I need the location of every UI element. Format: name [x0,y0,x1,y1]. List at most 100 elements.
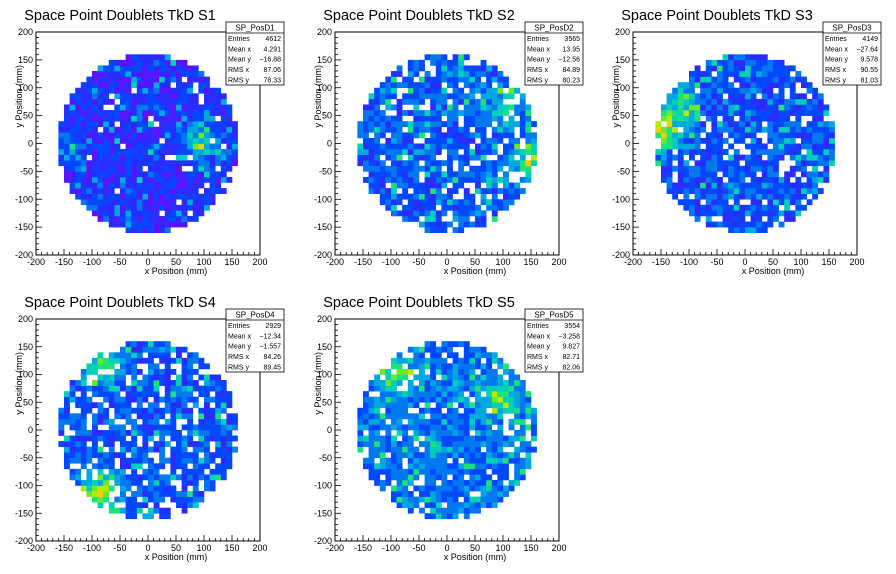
heatmap-bin [64,446,70,453]
heatmap-bin [789,132,796,139]
y-tick-label: -50 [20,453,33,463]
heatmap-bin [125,418,132,425]
heatmap-bin [69,446,76,453]
heatmap-bin [164,204,171,211]
heatmap-bin [159,221,166,228]
stats-value: 2929 [265,323,281,330]
heatmap-bin [170,380,177,386]
heatmap-bin [204,374,210,381]
heatmap-bin [666,126,673,133]
heatmap-bin [385,82,392,89]
heatmap-bin [491,496,498,503]
heatmap-bin [756,137,763,144]
x-tick-label: 150 [523,257,538,267]
y-tick-label: -100 [314,481,332,491]
heatmap-bin [508,115,515,122]
heatmap-bin [452,137,459,144]
heatmap-bin [801,160,807,167]
heatmap-bin [86,474,93,481]
heatmap-bin [419,204,425,211]
heatmap-bin [120,413,126,420]
heatmap-bin [497,374,504,381]
heatmap-bin [86,193,93,200]
heatmap-bin [458,413,465,420]
heatmap-bin [452,65,459,72]
heatmap-bin [503,76,509,83]
heatmap-bin [114,65,121,72]
heatmap-bin [131,368,138,375]
heatmap-bin [767,188,774,194]
heatmap-bin [789,87,796,94]
heatmap-bin [717,65,723,72]
heatmap-bin [435,215,442,222]
heatmap-bin [153,352,160,359]
heatmap-bin [192,385,199,392]
heatmap-bin [424,137,431,144]
heatmap-bin [181,424,188,431]
heatmap-bin [396,104,403,111]
heatmap-bin [176,154,182,161]
heatmap-bin [385,396,392,403]
heatmap-bin [739,132,746,139]
heatmap-bin [503,126,509,133]
heatmap-bin [491,193,498,200]
heatmap-bin [368,188,375,194]
heatmap-bin [176,441,182,447]
heatmap-bin [136,59,143,66]
heatmap-bin [125,352,132,359]
stats-label: Mean x [228,46,251,53]
heatmap-bin [812,104,819,111]
heatmap-bin [125,165,132,172]
heatmap-bin [64,115,70,122]
heatmap-bin [711,188,718,194]
heatmap-bin [817,171,824,178]
heatmap-bin [181,496,188,503]
heatmap-bin [64,171,70,178]
heatmap-bin [419,93,425,100]
heatmap-bin [801,193,807,200]
x-tick-label: -150 [652,257,670,267]
heatmap-bin [402,441,409,447]
heatmap-bin [198,357,205,364]
heatmap-bin [711,193,718,200]
heatmap-bin [767,149,774,155]
heatmap-bin [503,199,509,206]
heatmap-bin [441,496,448,503]
heatmap-bin [469,402,476,409]
heatmap-bin [114,160,121,167]
heatmap-bin [795,93,802,100]
heatmap-bin [374,110,381,116]
heatmap-bin [374,407,381,414]
heatmap-bin [773,182,779,189]
heatmap-bin [164,143,171,150]
heatmap-bin [463,76,470,83]
heatmap-bin [209,424,216,431]
heatmap-bin [131,463,138,470]
heatmap-bin [480,154,487,161]
heatmap-bin [131,126,138,133]
heatmap-bin [661,165,667,172]
heatmap-bin [424,374,431,381]
heatmap-bin [756,54,763,61]
heatmap-bin [812,121,819,128]
heatmap-bin [469,193,476,200]
heatmap-bin [136,154,143,161]
heatmap-bin [108,82,115,89]
heatmap-bin [103,87,110,94]
heatmap-bin [519,160,526,167]
heatmap-bin [722,160,729,167]
heatmap-bin [773,193,779,200]
heatmap-bin [778,121,785,128]
heatmap-bin [739,98,746,105]
heatmap-bin [419,496,425,503]
heatmap-bin [164,485,171,492]
heatmap-bin [452,182,459,189]
heatmap-bin [491,160,498,167]
heatmap-bin [531,121,537,128]
heatmap-bin [215,424,222,431]
heatmap-bin [97,452,104,459]
heatmap-bin [801,82,807,89]
heatmap-bin [220,104,227,111]
heatmap-bin [176,221,182,228]
heatmap-bin [419,468,425,475]
